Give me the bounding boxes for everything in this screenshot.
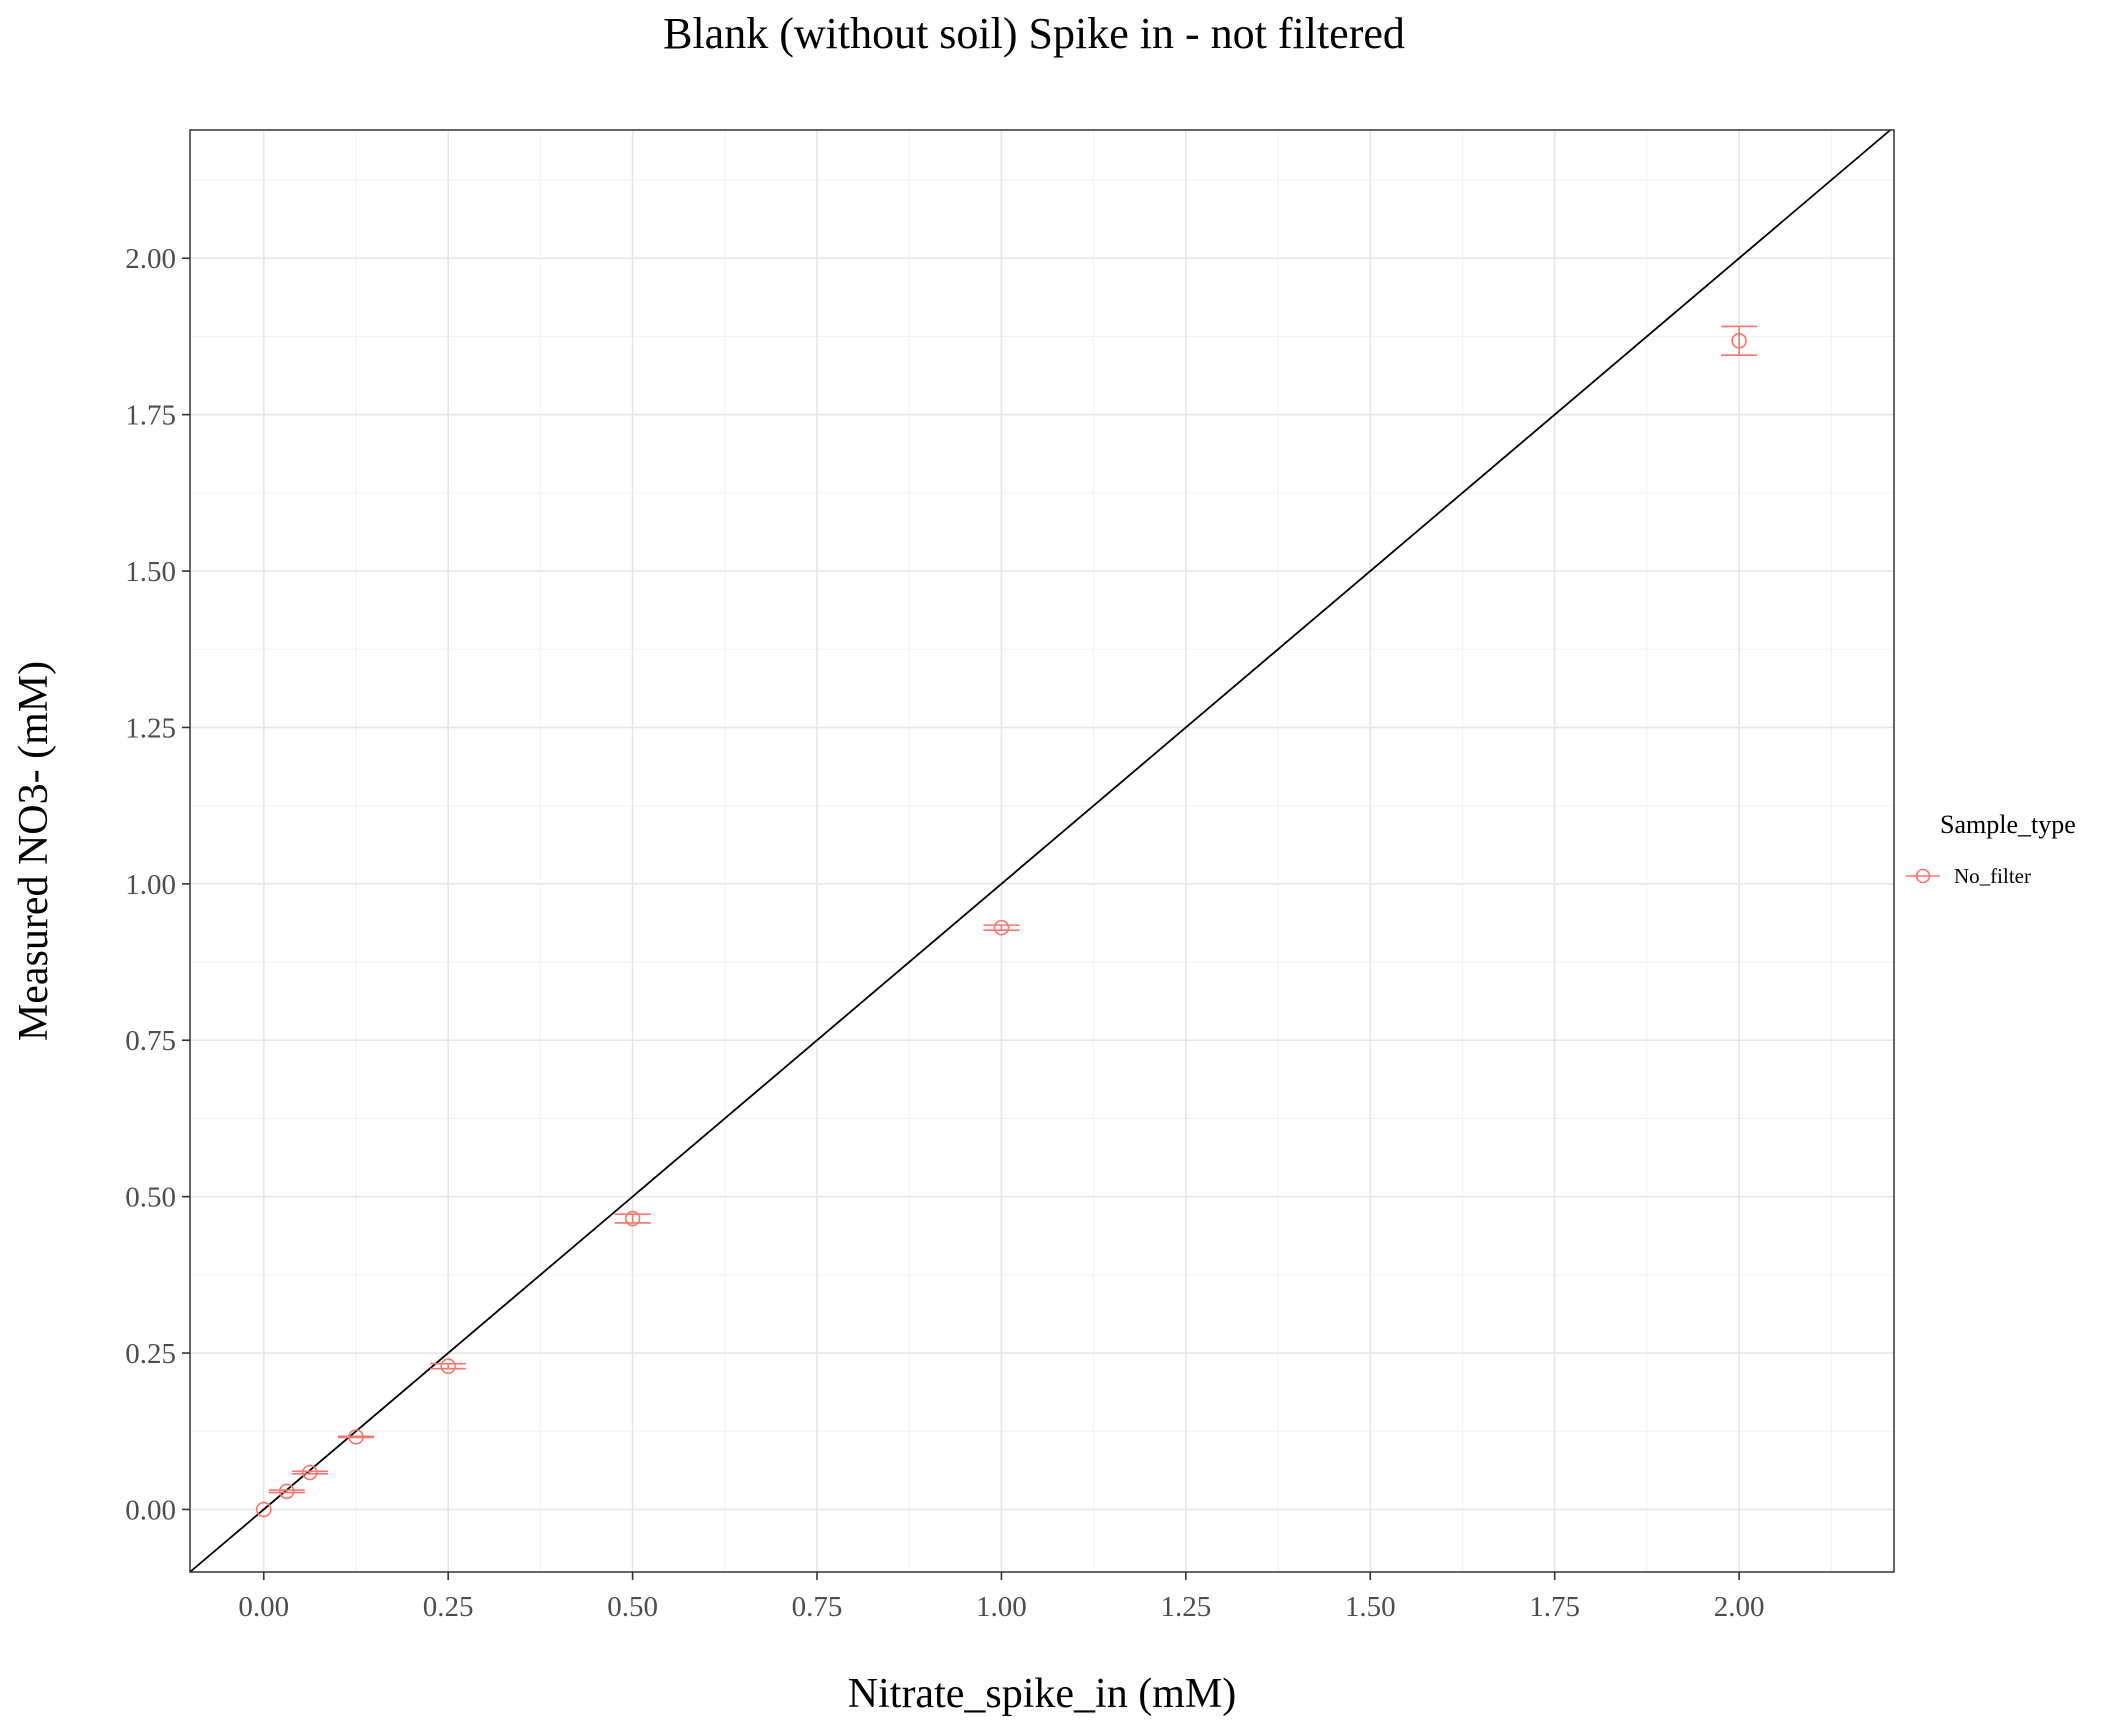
y-axis-title: Measured NO3- (mM)	[11, 661, 57, 1041]
chart-title: Blank (without soil) Spike in - not filt…	[663, 9, 1405, 58]
data-point	[291, 1464, 328, 1481]
point-marker	[1731, 333, 1747, 349]
x-tick-label: 0.75	[792, 1591, 843, 1623]
point-marker	[279, 1483, 295, 1500]
point-marker	[255, 1501, 272, 1518]
point-marker	[624, 1210, 641, 1227]
x-tick-label: 1.75	[1529, 1591, 1580, 1623]
data-point	[983, 919, 1020, 936]
y-tick-label: 0.00	[125, 1494, 176, 1526]
data-marks	[255, 325, 1758, 1518]
y-tick-label: 0.25	[125, 1338, 176, 1370]
y-axis: 0.00 0.25 0.50 0.75 1.00 1.25 1.50 1.75 2.00	[125, 243, 190, 1526]
data-point	[337, 1429, 374, 1445]
legend-key-marker	[1915, 868, 1931, 884]
x-tick-label: 0.00	[238, 1591, 289, 1623]
identity-line	[189, 129, 1891, 1573]
identity-line-layer	[189, 129, 1891, 1573]
y-tick-label: 1.25	[125, 712, 176, 744]
point-marker	[302, 1464, 318, 1481]
x-axis-title: Nitrate_spike_in (mM)	[848, 1671, 1236, 1717]
data-point	[268, 1483, 305, 1500]
data-point	[1721, 325, 1758, 357]
y-tick-label: 0.50	[125, 1182, 176, 1214]
legend-key: No_filter	[1906, 864, 2031, 888]
x-tick-label: 2.00	[1714, 1591, 1765, 1623]
x-tick-label: 1.00	[976, 1591, 1027, 1623]
x-tick-label: 0.50	[607, 1591, 658, 1623]
point-marker	[993, 919, 1010, 936]
x-axis: 0.00 0.25 0.50 0.75 1.00 1.25 1.50 1.75 2.00	[238, 1572, 1764, 1623]
point-marker	[440, 1358, 456, 1374]
y-tick-label: 0.75	[125, 1025, 176, 1057]
data-point	[255, 1501, 272, 1518]
legend-keys: No_filter	[1906, 864, 2031, 888]
y-tick-label: 2.00	[125, 243, 176, 275]
y-tick-label: 1.75	[125, 400, 176, 432]
plot-panel-border	[189, 129, 1895, 1573]
data-point	[614, 1210, 651, 1227]
y-tick-label: 1.00	[125, 869, 176, 901]
x-tick-label: 1.50	[1345, 1591, 1396, 1623]
x-tick-label: 0.25	[423, 1591, 474, 1623]
legend: Sample_type No_filter	[1906, 810, 2076, 888]
legend-item-label: No_filter	[1954, 864, 2031, 888]
data-point	[430, 1358, 467, 1374]
point-marker	[348, 1429, 364, 1445]
x-tick-label: 1.25	[1160, 1591, 1211, 1623]
y-tick-label: 1.50	[125, 556, 176, 588]
legend-title: Sample_type	[1940, 810, 2076, 839]
